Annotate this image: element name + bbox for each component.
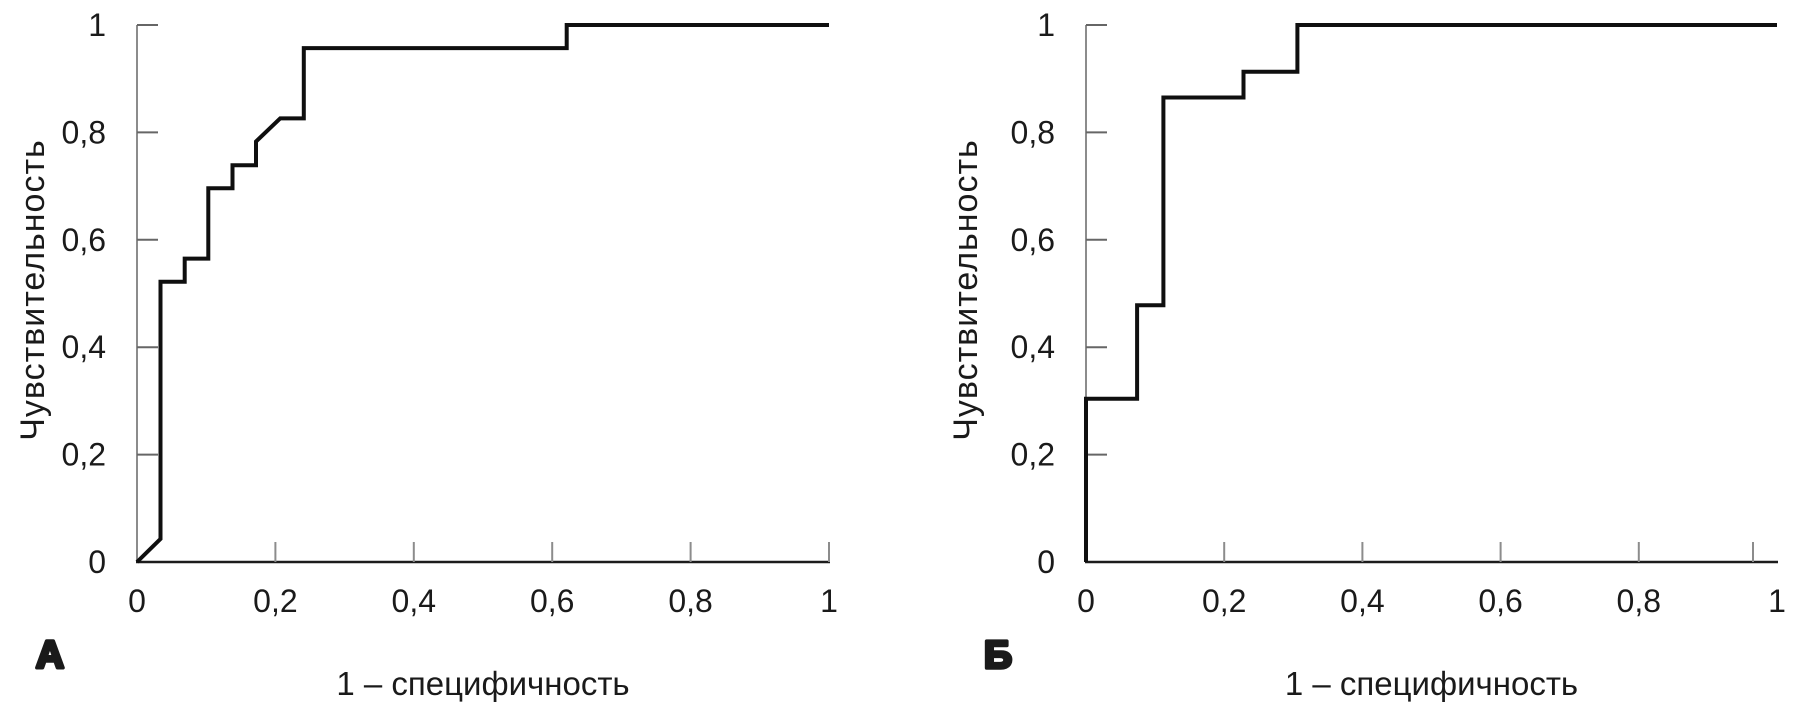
y-tick-label: 0,2 [1011,437,1055,473]
x-tick-label: 0,6 [530,583,574,619]
x-axis-title: 1 – специфичность [336,665,629,702]
y-tick-label: 1 [1037,7,1055,43]
x-tick-label: 0 [128,583,146,619]
x-tick-label: 1 [820,583,838,619]
x-tick-label: 0,2 [253,583,297,619]
x-tick-label: 0,2 [1202,583,1246,619]
y-axis-title: Чувствительность [14,139,52,440]
y-tick-label: 0,8 [1011,114,1055,150]
x-axis-title: 1 – специфичность [1285,665,1578,702]
y-tick-label: 0,4 [1011,329,1055,365]
roc-chart-panel-b: 0 0,2 0,4 0,6 0,8 1 0 0,2 0,4 0,6 0,8 1 Чувствительн… [947,7,1786,702]
y-tick-label: 0,2 [62,437,106,473]
y-tick-label: 0 [1037,544,1055,580]
roc-curve [135,23,829,564]
y-tick-label: 0,6 [1011,222,1055,258]
x-tick-label: 0,6 [1478,583,1522,619]
x-tick-label: 1 [1768,583,1786,619]
y-tick-label: 0,6 [62,222,106,258]
x-tick-label: 0,8 [1617,583,1661,619]
y-tick-label: 0,4 [62,329,106,365]
roc-curve [1084,23,1777,562]
y-tick-label: 1 [88,7,106,43]
x-tick-label: 0,4 [1340,583,1384,619]
y-tick-label: 0,8 [62,114,106,150]
panel-letter: А [36,634,64,677]
panel-letter: Б [984,634,1012,677]
roc-chart-panel-a: 0 0,2 0,4 0,6 0,8 1 0 0,2 0,4 0,6 0,8 1 Чувствительн… [14,7,838,702]
x-tick-label: 0 [1077,583,1095,619]
y-tick-label: 0 [88,544,106,580]
y-axis-title: Чувствительность [947,139,985,440]
x-tick-label: 0,4 [392,583,436,619]
x-tick-label: 0,8 [668,583,712,619]
